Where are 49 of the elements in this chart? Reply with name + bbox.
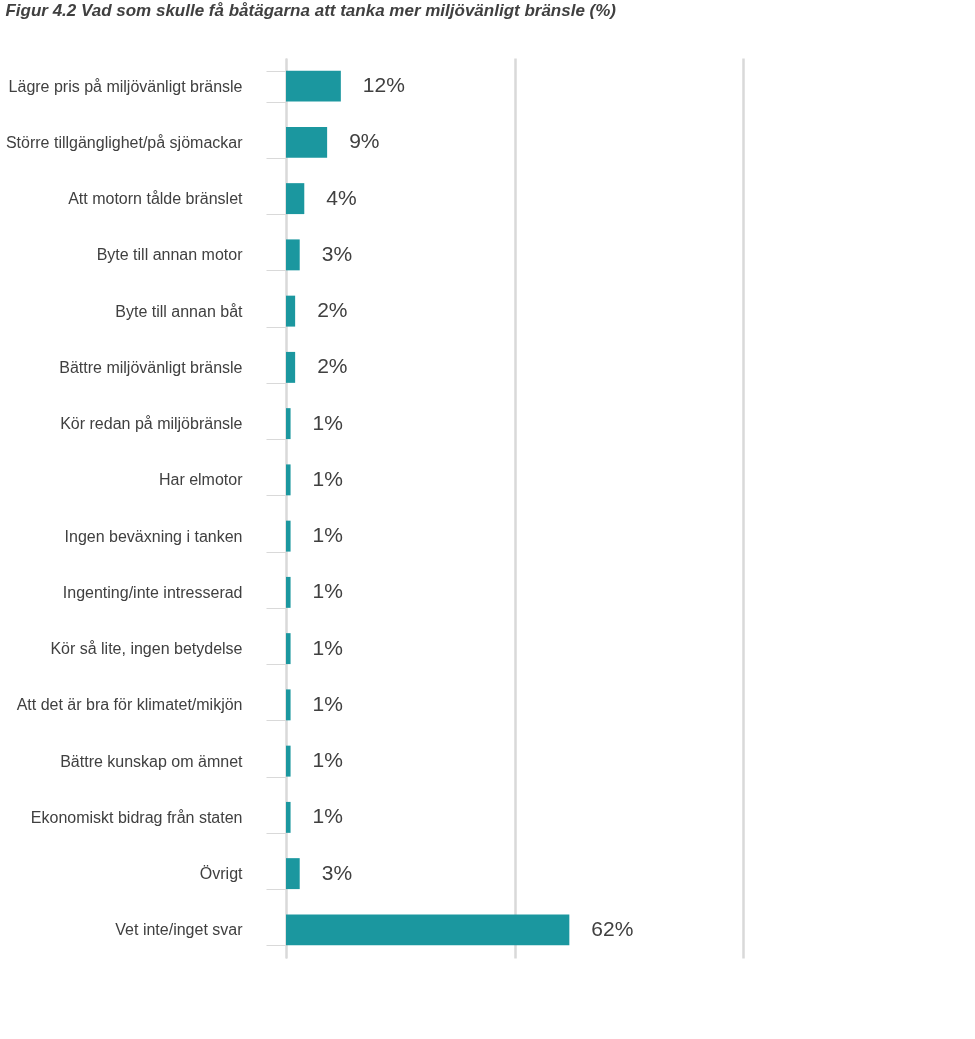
y-tick-label: Att motorn tålde bränslet xyxy=(68,190,244,208)
data-label: 1% xyxy=(312,466,343,490)
bar xyxy=(286,295,296,327)
data-label: 1% xyxy=(312,579,343,603)
data-label: 1% xyxy=(312,691,343,715)
bar xyxy=(286,408,291,440)
y-tick-label: Byte till annan båt xyxy=(115,302,244,320)
y-tick-label: Byte till annan motor xyxy=(96,246,244,264)
data-label: 1% xyxy=(312,635,343,659)
data-label: 1% xyxy=(312,804,343,828)
data-label: 12% xyxy=(362,73,405,97)
bar xyxy=(286,633,291,665)
bar xyxy=(286,351,296,383)
bar xyxy=(286,858,300,890)
bar xyxy=(286,745,291,777)
bar xyxy=(286,801,291,833)
bar xyxy=(286,239,300,271)
data-label: 4% xyxy=(326,185,357,209)
y-tick-label: Har elmotor xyxy=(158,471,244,489)
data-label: 2% xyxy=(317,354,348,378)
data-label: 2% xyxy=(317,298,348,322)
y-tick-label: Större tillgänglighet/på sjömackar xyxy=(5,133,244,151)
y-tick-label: Bättre miljövänligt bränsle xyxy=(59,358,243,376)
data-label: 1% xyxy=(312,523,343,547)
bar xyxy=(286,183,305,215)
y-tick-label: Att det är bra för klimatet/mikjön xyxy=(16,696,243,714)
y-tick-label: Vet inte/inget svar xyxy=(115,921,244,939)
y-tick-label: Övrigt xyxy=(199,865,244,883)
bar xyxy=(286,520,291,552)
y-tick-label: Kör så lite, ingen betydelse xyxy=(50,640,243,658)
bar xyxy=(286,576,291,608)
data-label: 9% xyxy=(349,129,380,153)
bar xyxy=(286,126,328,158)
chart-title: Figur 4.2 Vad som skulle få båtägarna att tanka mer miljövänligt bränsle (%) xyxy=(5,1,617,20)
data-label: 62% xyxy=(591,916,634,940)
data-label: 1% xyxy=(312,748,343,772)
bar xyxy=(286,914,570,946)
bar xyxy=(286,689,291,721)
y-tick-label: Kör redan på miljöbränsle xyxy=(60,415,243,433)
bar xyxy=(286,70,341,102)
data-label: 1% xyxy=(312,410,343,434)
y-tick-label: Lägre pris på miljövänligt bränsle xyxy=(8,77,243,95)
y-tick-label: Ekonomiskt bidrag från staten xyxy=(30,808,243,826)
data-label: 3% xyxy=(321,860,353,884)
bar xyxy=(286,464,291,496)
y-tick-label: Bättre kunskap om ämnet xyxy=(60,752,244,770)
y-tick-label: Ingen beväxning i tanken xyxy=(64,527,243,545)
data-label: 3% xyxy=(321,241,353,265)
y-tick-label: Ingenting/inte intresserad xyxy=(62,583,243,601)
